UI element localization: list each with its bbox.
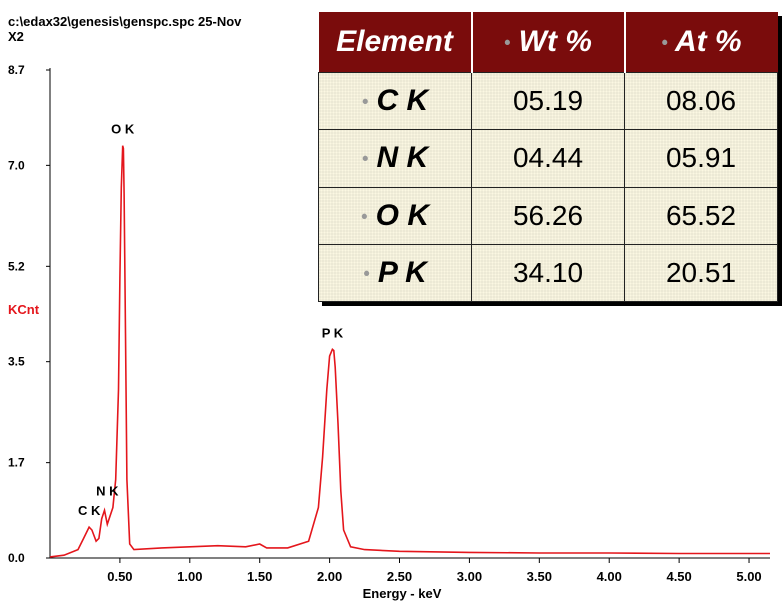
x-tick-label: 4.00 <box>597 569 622 584</box>
table-row: • C K 05.19 08.06 <box>318 71 778 131</box>
table-row: • P K 34.10 20.51 <box>318 243 778 303</box>
peak-label: N K <box>96 484 119 499</box>
peak-label: O K <box>111 122 135 137</box>
cell-at: 65.52 <box>624 186 778 245</box>
file-path-header: c:\edax32\genesis\genspc.spc 25-Nov <box>8 14 242 29</box>
header-at: • At % <box>624 12 778 73</box>
peak-label: C K <box>78 503 101 518</box>
cell-at: 05.91 <box>624 129 778 188</box>
x-tick-label: 1.50 <box>247 569 272 584</box>
x-tick-label: 2.50 <box>387 569 412 584</box>
scale-label: X2 <box>8 29 24 44</box>
x-axis-label: Energy - keV <box>363 586 442 601</box>
x-tick-label: 5.00 <box>736 569 761 584</box>
x-tick-label: 3.50 <box>527 569 552 584</box>
y-tick-label: 0.0 <box>8 551 25 565</box>
cell-element: • O K <box>318 186 472 245</box>
cell-element: • C K <box>318 71 472 131</box>
header-wt: • Wt % <box>471 12 626 73</box>
cell-at: 20.51 <box>624 243 778 303</box>
table-row: • N K 04.44 05.91 <box>318 129 778 188</box>
table-header-row: Element • Wt % • At % <box>318 12 778 73</box>
x-tick-label: 0.50 <box>107 569 132 584</box>
cell-element: • P K <box>318 243 472 303</box>
cell-wt: 04.44 <box>471 129 625 188</box>
cell-wt: 05.19 <box>471 71 625 131</box>
x-tick-label: 1.00 <box>177 569 202 584</box>
y-tick-label: 7.0 <box>8 158 25 172</box>
spectrum-line <box>49 145 770 558</box>
cell-wt: 56.26 <box>471 186 625 245</box>
y-tick-label: 3.5 <box>8 355 25 369</box>
table-row: • O K 56.26 65.52 <box>318 186 778 245</box>
header-element: Element <box>318 12 473 73</box>
cell-at: 08.06 <box>624 71 778 131</box>
peak-label: P K <box>322 325 344 340</box>
y-tick-label: 1.7 <box>8 456 25 470</box>
cell-element: • N K <box>318 129 472 188</box>
x-tick-label: 2.00 <box>317 569 342 584</box>
x-tick-label: 3.00 <box>457 569 482 584</box>
composition-table: Element • Wt % • At % • C K 05.19 08.06 … <box>318 12 778 303</box>
y-tick-label: 8.7 <box>8 63 25 77</box>
cell-wt: 34.10 <box>471 243 625 303</box>
y-tick-label: 5.2 <box>8 259 25 273</box>
x-tick-label: 4.50 <box>666 569 691 584</box>
y-axis-label: KCnt <box>8 302 40 317</box>
